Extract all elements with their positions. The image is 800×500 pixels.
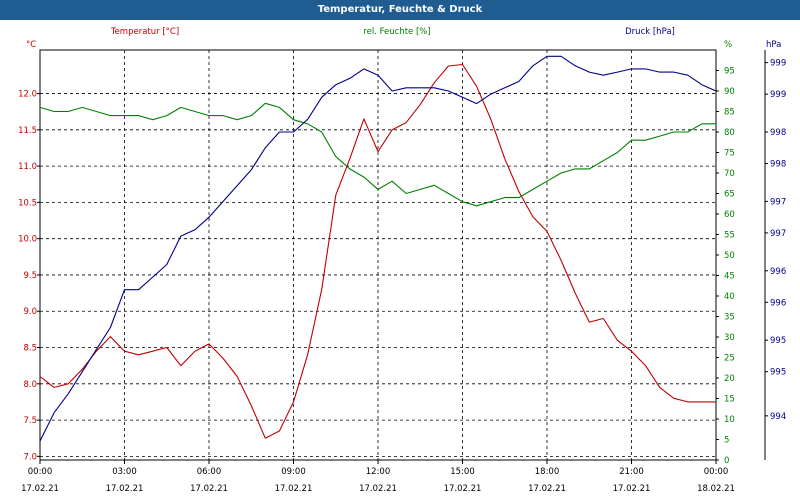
temperature-tick-label: 7.0 <box>23 452 37 462</box>
temperature-tick-label: 9.0 <box>23 307 37 317</box>
humidity-tick-label: 65 <box>724 190 735 200</box>
pressure-tick-label: 994 <box>770 412 786 422</box>
temperature-tick-label: 12.0 <box>18 90 37 100</box>
grid-lines <box>40 50 716 460</box>
pressure-tick-label: 998 <box>770 128 786 138</box>
date-tick-label: 17.02.21 <box>21 484 59 494</box>
humidity-tick-label: 85 <box>724 108 735 118</box>
humidity-tick-label: 40 <box>724 292 735 302</box>
humidity-tick-label: 0 <box>724 456 729 466</box>
humidity-tick-label: 50 <box>724 251 735 261</box>
date-tick-label: 17.02.21 <box>106 484 144 494</box>
temperature-tick-label: 8.0 <box>23 380 37 390</box>
pressure-tick-label: 999 <box>770 59 786 69</box>
pressure-tick-label: 997 <box>770 197 786 207</box>
temperature-axis: °C 7.0 7.5 8.0 8.5 9.0 9.5 10.0 10.5 11.0 11.5 12.… <box>18 40 40 462</box>
date-tick-label: 17.02.21 <box>528 484 566 494</box>
pressure-series-header: Druck [hPa] <box>625 27 675 37</box>
temperature-unit-label: °C <box>26 40 36 50</box>
temperature-tick-label: 8.5 <box>23 344 37 354</box>
humidity-tick-label: 95 <box>724 67 735 77</box>
time-tick-label: 00:00 <box>704 467 729 477</box>
temperature-series-line <box>39 63 716 439</box>
time-axis: 00:00 17.02.21 03:00 17.02.21 06:00 17.02.21 0… <box>21 460 735 494</box>
temperature-tick-label: 10.0 <box>18 235 37 245</box>
date-tick-label: 17.02.21 <box>275 484 313 494</box>
time-tick-label: 09:00 <box>281 467 306 477</box>
temperature-tick-label: 10.5 <box>18 198 37 208</box>
pressure-tick-label: 995 <box>770 368 786 378</box>
pressure-tick-label: 995 <box>770 336 786 346</box>
time-tick-label: 03:00 <box>112 467 137 477</box>
humidity-tick-label: 15 <box>724 395 735 405</box>
series-headers: Temperatur [°C] rel. Feuchte [%] Druck [… <box>110 27 675 37</box>
humidity-tick-label: 55 <box>724 231 735 241</box>
date-tick-label: 17.02.21 <box>613 484 651 494</box>
time-tick-label: 00:00 <box>28 467 53 477</box>
chart-svg: °C 7.0 7.5 8.0 8.5 9.0 9.5 10.0 10.5 11.0 11.5 12.… <box>18 27 786 494</box>
pressure-tick-label: 996 <box>770 298 786 308</box>
pressure-tick-label: 998 <box>770 160 786 170</box>
humidity-tick-label: 75 <box>724 149 735 159</box>
humidity-tick-label: 70 <box>724 169 735 179</box>
humidity-tick-label: 10 <box>724 415 735 425</box>
date-tick-label: 17.02.21 <box>359 484 397 494</box>
temperature-tick-label: 7.5 <box>23 416 37 426</box>
pressure-series-line <box>39 55 717 442</box>
humidity-series-header: rel. Feuchte [%] <box>363 27 430 37</box>
pressure-tick-label: 996 <box>770 267 786 277</box>
time-tick-label: 21:00 <box>619 467 644 477</box>
humidity-tick-label: 35 <box>724 313 735 323</box>
pressure-tick-label: 999 <box>770 90 786 100</box>
time-tick-label: 12:00 <box>366 467 391 477</box>
pressure-tick-label: 997 <box>770 229 786 239</box>
humidity-unit-label: % <box>724 40 732 50</box>
temperature-series-header: Temperatur [°C] <box>110 27 179 37</box>
humidity-tick-label: 60 <box>724 210 735 220</box>
date-tick-label: 17.02.21 <box>444 484 482 494</box>
humidity-series-line <box>39 102 716 207</box>
date-tick-label: 18.02.21 <box>697 484 735 494</box>
series-lines <box>39 55 717 442</box>
humidity-tick-label: 90 <box>724 87 735 97</box>
pressure-axis: hPa 994 995 995 996 996 997 997 998 998 999 999 <box>765 40 786 422</box>
humidity-tick-label: 30 <box>724 333 735 343</box>
humidity-tick-label: 80 <box>724 128 735 138</box>
humidity-tick-label: 5 <box>724 436 729 446</box>
time-tick-label: 18:00 <box>535 467 560 477</box>
temperature-tick-label: 9.5 <box>23 271 37 281</box>
humidity-tick-label: 25 <box>724 354 735 364</box>
humidity-tick-label: 45 <box>724 272 735 282</box>
temperature-tick-label: 11.5 <box>18 126 37 136</box>
pressure-unit-label: hPa <box>766 40 781 50</box>
humidity-axis: % 0 5 10 15 20 25 30 35 40 45 50 55 60 65 70 75 80 85 90 95 <box>716 40 735 466</box>
humidity-tick-label: 20 <box>724 374 735 384</box>
time-tick-label: 06:00 <box>197 467 222 477</box>
plot-frame <box>39 49 766 461</box>
time-tick-label: 15:00 <box>450 467 475 477</box>
date-tick-label: 17.02.21 <box>190 484 228 494</box>
temperature-tick-label: 11.0 <box>18 162 37 172</box>
chart-title: Temperatur, Feuchte & Druck <box>0 0 800 20</box>
